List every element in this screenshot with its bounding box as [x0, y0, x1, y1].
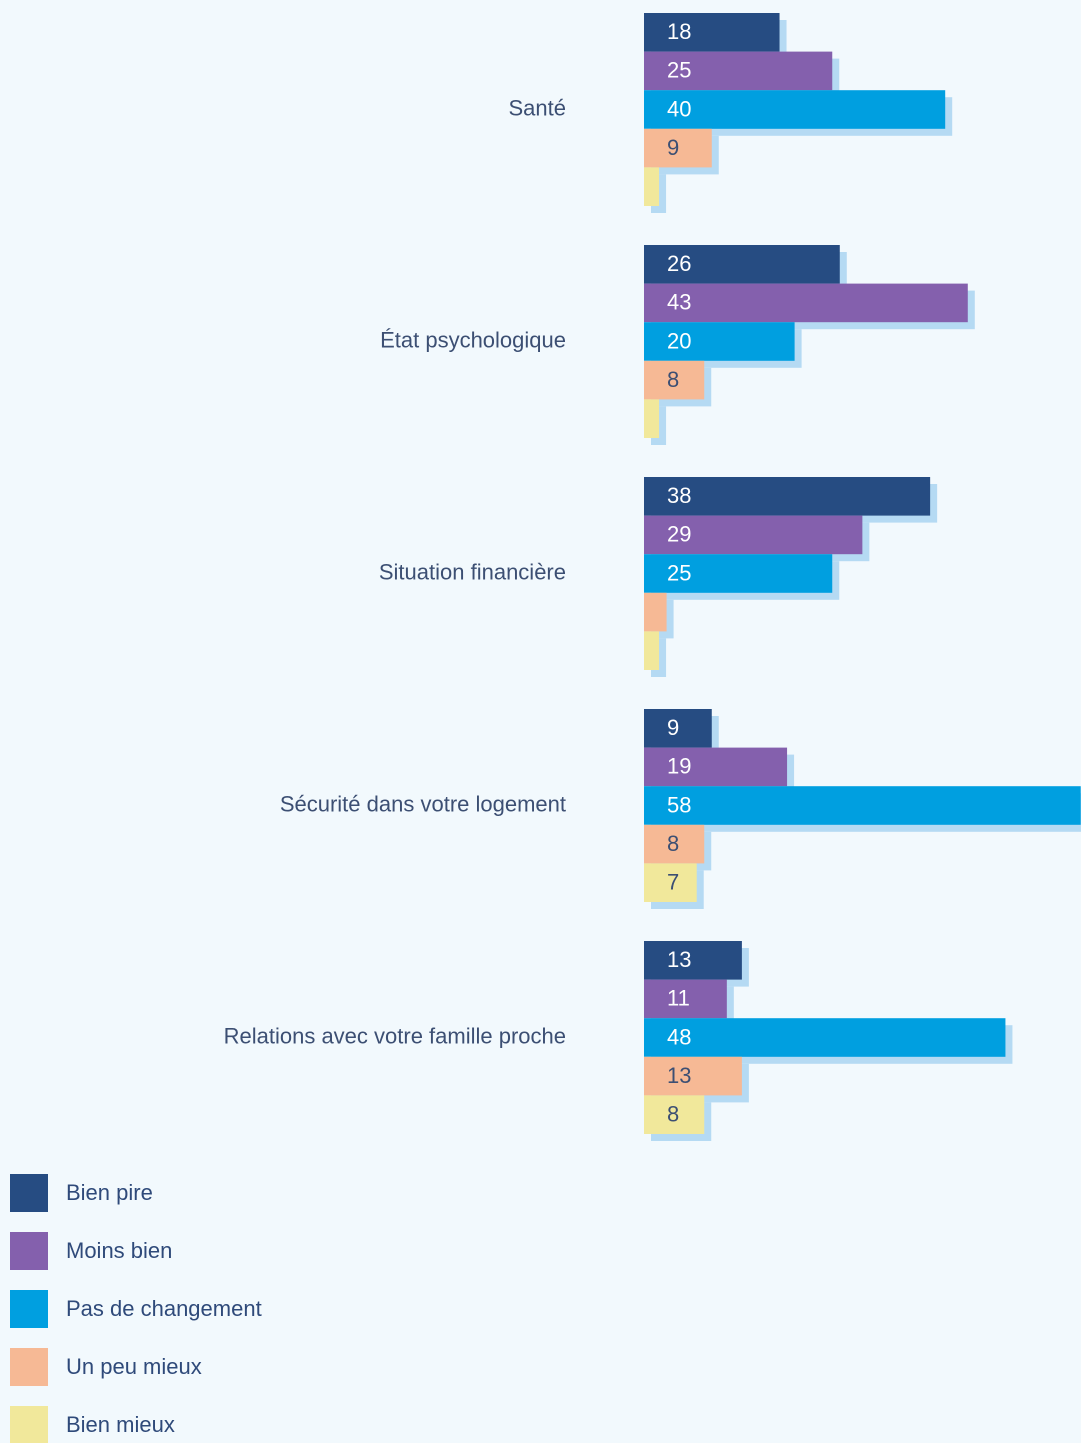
legend-label: Un peu mieux [66, 1354, 202, 1379]
category-label: Santé [509, 95, 567, 120]
bar [644, 1018, 1006, 1057]
value-label: 9 [667, 135, 679, 160]
bar [644, 824, 705, 864]
legend-label: Moins bien [66, 1238, 172, 1263]
value-label: 48 [667, 1024, 691, 1049]
legend-swatch [10, 1174, 48, 1212]
value-label: 13 [667, 947, 691, 972]
bar [644, 283, 968, 323]
bar [644, 747, 788, 787]
bar [644, 477, 931, 516]
category-label: Sécurité dans votre logement [280, 791, 566, 816]
legend-swatch [10, 1406, 48, 1443]
bar [644, 941, 742, 980]
bar [644, 709, 712, 748]
bar [644, 167, 660, 206]
bar [644, 322, 795, 361]
value-label: 29 [667, 522, 691, 547]
value-label: 40 [667, 96, 691, 121]
bar [644, 245, 840, 284]
legend-swatch [10, 1232, 48, 1270]
value-label: 8 [667, 831, 679, 856]
value-label: 11 [667, 986, 690, 1011]
category-label: État psychologique [380, 327, 566, 352]
value-label: 25 [667, 560, 691, 585]
value-label: 18 [667, 19, 691, 44]
bar [644, 360, 705, 400]
bar [644, 1056, 742, 1096]
bar [644, 399, 660, 438]
category-label: Situation financière [379, 559, 566, 584]
value-label: 7 [667, 870, 679, 895]
value-label: 38 [667, 483, 691, 508]
bar [644, 1095, 705, 1134]
bar [644, 515, 863, 555]
value-label: 13 [667, 1063, 691, 1088]
value-label: 26 [667, 251, 691, 276]
bar [644, 51, 833, 91]
category-label: Relations avec votre famille proche [224, 1023, 566, 1048]
legend-label: Bien mieux [66, 1412, 175, 1437]
bar [644, 979, 727, 1019]
value-label: 20 [667, 328, 691, 353]
legend-label: Pas de changement [66, 1296, 262, 1321]
bar [644, 786, 1081, 825]
legend-label: Bien pire [66, 1180, 153, 1205]
bar [644, 592, 667, 632]
value-label: 25 [667, 58, 691, 83]
legend-swatch [10, 1348, 48, 1386]
bar [644, 13, 780, 52]
value-label: 19 [667, 754, 691, 779]
value-label: 43 [667, 290, 691, 315]
legend-swatch [10, 1290, 48, 1328]
value-label: 8 [667, 1102, 679, 1127]
bar [644, 128, 712, 168]
bar [644, 631, 660, 670]
bar [644, 90, 946, 129]
bar [644, 863, 697, 902]
value-label: 9 [667, 715, 679, 740]
value-label: 8 [667, 367, 679, 392]
bar [644, 554, 833, 593]
value-label: 58 [667, 792, 691, 817]
